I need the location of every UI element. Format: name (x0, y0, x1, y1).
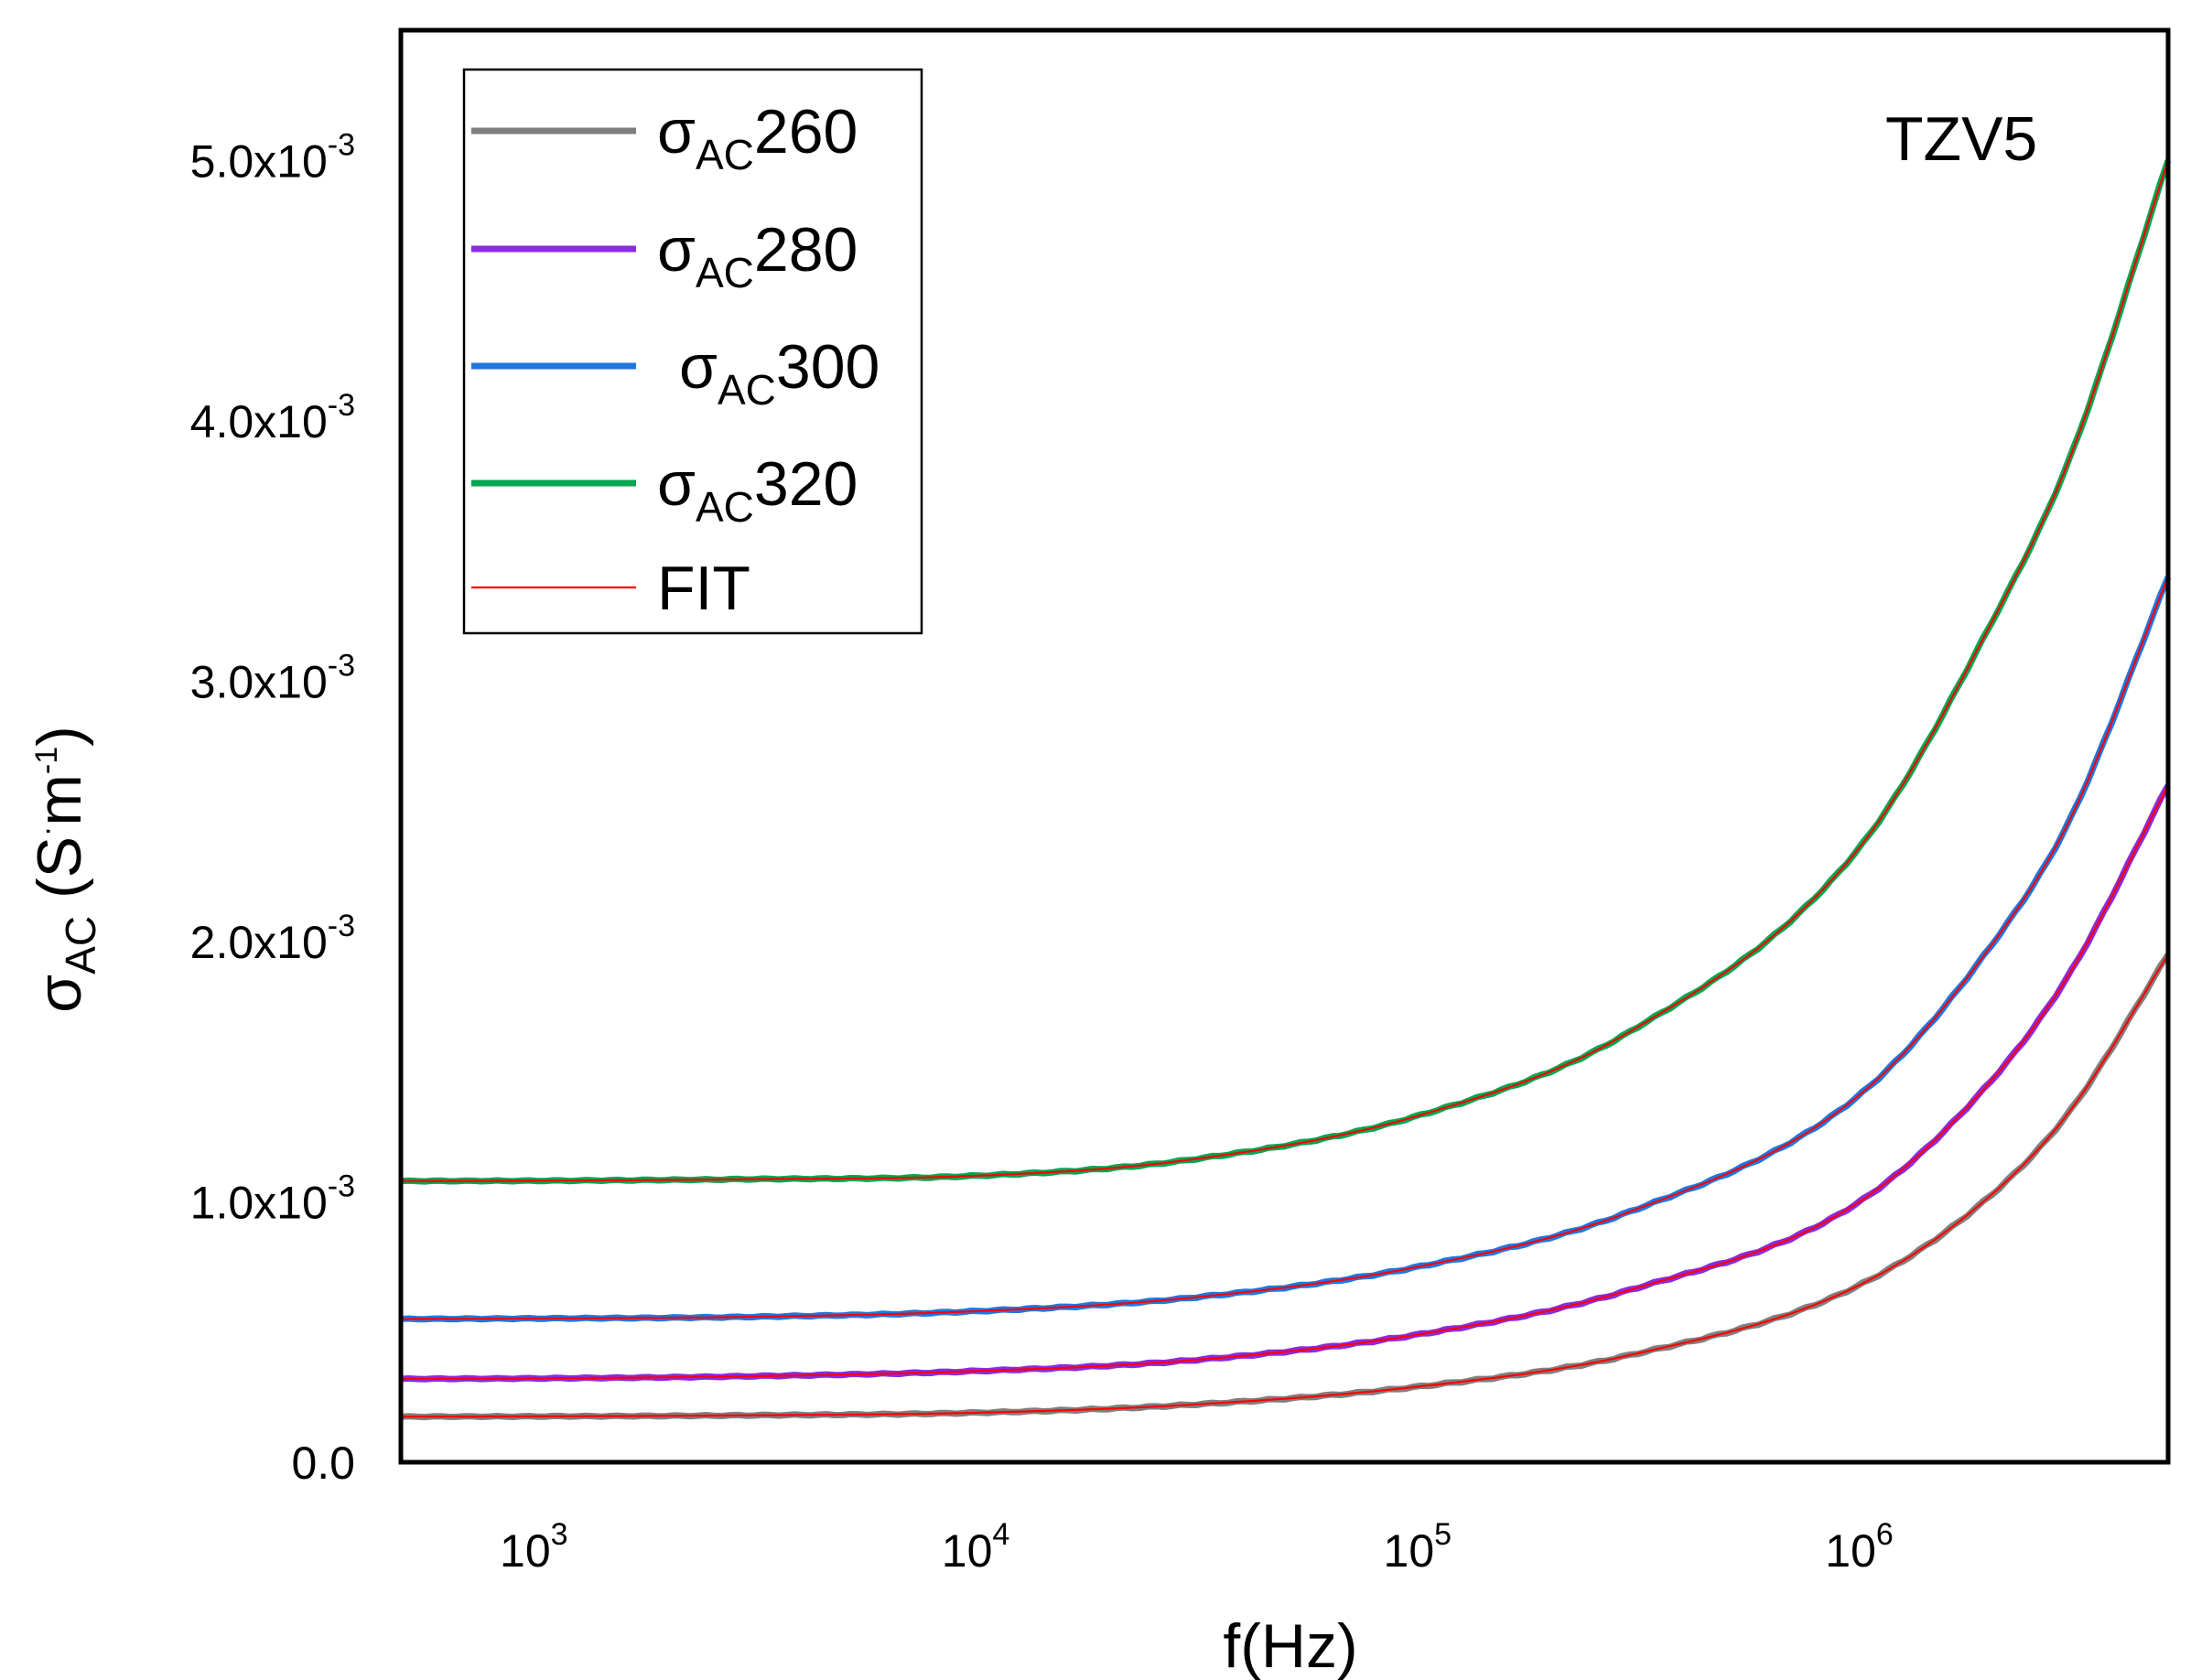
y-tick-label: 2.0x10-3 (190, 909, 355, 968)
x-tick-exp: 3 (551, 1517, 568, 1552)
y-tick-mantissa: 1.0x10 (190, 1177, 328, 1228)
x-tick-base: 10 (500, 1525, 551, 1577)
y-axis-title-unit-exp: -1 (29, 747, 64, 774)
series-line-300 (400, 576, 2172, 1323)
fit-line-280 (401, 784, 2169, 1380)
series-layer (400, 159, 2172, 1421)
x-tick-exp: 4 (992, 1517, 1009, 1552)
x-tick-base: 10 (1825, 1525, 1876, 1577)
x-tick-base: 10 (1384, 1525, 1435, 1577)
y-axis-title-unit-post: ) (25, 726, 94, 747)
series-line-260 (400, 953, 2171, 1421)
legend-symbol: σ (657, 97, 696, 167)
legend-num: 300 (776, 332, 880, 402)
legend-label-fit: FIT (657, 554, 750, 623)
legend-sub: AC (696, 249, 754, 296)
fit-line-260 (401, 953, 2169, 1418)
y-tick-exp: -3 (328, 1168, 355, 1203)
legend-sub: AC (718, 366, 776, 414)
legend-symbol: σ (657, 449, 696, 519)
x-axis-title: f(Hz) (1223, 1611, 1357, 1680)
x-tick-exp: 6 (1876, 1517, 1894, 1552)
y-tick-label: 5.0x10-3 (190, 127, 355, 187)
y-tick-mantissa: 3.0x10 (190, 656, 328, 707)
y-axis-title: σAC (S·m-1) (25, 726, 104, 1013)
legend-fit-text: FIT (657, 554, 750, 623)
x-tick-label: 103 (500, 1517, 568, 1577)
y-tick-label: 3.0x10-3 (190, 648, 355, 707)
plot-frame (398, 27, 2171, 1465)
legend-num: 320 (754, 449, 858, 519)
legend-sub: AC (696, 483, 754, 531)
y-axis-title-unit-pre: (S (25, 836, 94, 916)
legend-box (462, 68, 923, 635)
y-tick-label: 0.0 (291, 1438, 355, 1489)
axes-layer: 103 104 105 1060.01.0x10-32.0x10-33.0x10-34… (190, 27, 2171, 1577)
y-axis-title-unit-mid: m (25, 774, 94, 826)
y-axis-title-sub: AC (57, 916, 104, 975)
y-tick-mantissa: 2.0x10 (190, 917, 328, 968)
y-tick-label: 4.0x10-3 (190, 388, 355, 447)
x-tick-label: 104 (942, 1517, 1010, 1577)
x-tick-exp: 5 (1434, 1517, 1452, 1552)
legend-num: 260 (754, 97, 858, 167)
legend-sub: AC (696, 131, 754, 178)
fit-line-320 (401, 159, 2170, 1182)
x-tick-label: 105 (1384, 1517, 1452, 1577)
y-tick-mantissa: 4.0x10 (190, 396, 328, 447)
y-tick-label: 1.0x10-3 (190, 1168, 355, 1228)
sample-annotation: TZV5 (1885, 104, 2037, 174)
x-tick-label: 106 (1825, 1517, 1894, 1577)
y-tick-exp: -3 (328, 909, 355, 943)
legend-num: 280 (754, 215, 858, 285)
y-tick-mantissa: 5.0x10 (190, 135, 328, 187)
y-tick-exp: -3 (328, 127, 355, 162)
y-tick-exp: -3 (328, 388, 355, 423)
y-axis-title-symbol: σ (25, 975, 94, 1013)
y-tick-mantissa: 0.0 (291, 1438, 355, 1489)
legend-label-300: σAC300 (679, 332, 880, 414)
fit-line-300 (401, 576, 2170, 1320)
legend-symbol: σ (657, 215, 696, 285)
legend-symbol: σ (679, 332, 718, 402)
y-tick-exp: -3 (328, 648, 355, 683)
legend-label-280: σAC280 (657, 215, 858, 296)
legend-label-260: σAC260 (657, 97, 858, 178)
x-tick-base: 10 (942, 1525, 993, 1577)
legend-label-320: σAC320 (657, 449, 858, 531)
y-axis-title-dot: · (29, 826, 64, 836)
